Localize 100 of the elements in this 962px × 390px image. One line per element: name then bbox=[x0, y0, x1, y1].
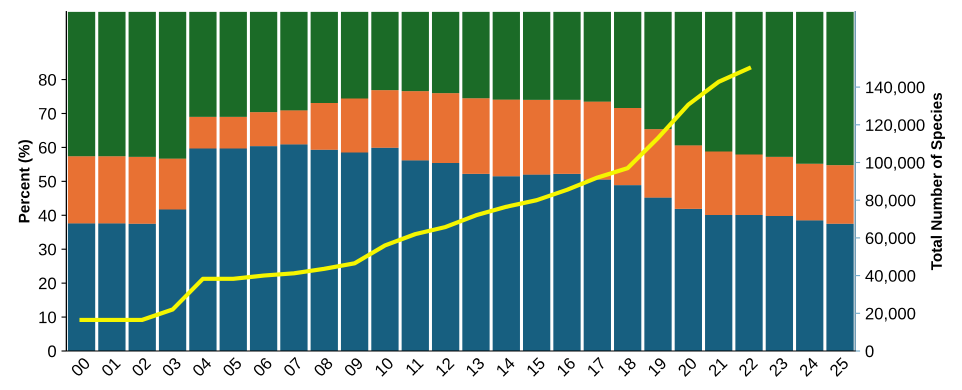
bar bbox=[280, 110, 308, 144]
bar bbox=[492, 12, 520, 100]
bar bbox=[584, 12, 611, 102]
bar bbox=[826, 224, 854, 351]
bar bbox=[584, 180, 611, 351]
bar bbox=[68, 156, 96, 224]
bar bbox=[250, 112, 278, 146]
y-tick-label: 0 bbox=[48, 345, 56, 358]
bar bbox=[522, 174, 550, 351]
bar bbox=[796, 164, 824, 220]
bar bbox=[584, 102, 611, 180]
y2-axis-title: Total Number of Species bbox=[930, 92, 945, 270]
y-tick-label: 40 bbox=[38, 210, 56, 222]
y-tick-label: 80 bbox=[38, 74, 56, 86]
bar bbox=[371, 90, 399, 148]
x-tick-label: 11 bbox=[405, 356, 424, 376]
bar bbox=[220, 12, 247, 117]
x-tick-label: 07 bbox=[282, 356, 304, 378]
bar bbox=[766, 12, 794, 157]
x-tick-label: 16 bbox=[556, 356, 576, 377]
x-tick-label: 14 bbox=[496, 356, 516, 377]
bar bbox=[220, 148, 247, 351]
bar bbox=[553, 174, 581, 351]
bar bbox=[735, 214, 763, 351]
bar bbox=[432, 93, 460, 164]
bar bbox=[674, 145, 702, 209]
bar bbox=[68, 223, 96, 351]
bar bbox=[735, 154, 763, 215]
bar bbox=[310, 102, 338, 150]
bar bbox=[189, 148, 217, 351]
bar bbox=[674, 208, 702, 351]
y-axis-title: Percent (%) bbox=[18, 140, 33, 222]
bar bbox=[340, 98, 368, 153]
y2-tick-label: 140,000 bbox=[866, 82, 925, 96]
y2-tick-label: 100,000 bbox=[866, 156, 925, 171]
x-tick-label: 24 bbox=[798, 356, 819, 377]
x-tick-label: 05 bbox=[222, 356, 242, 378]
y2-tick-label: 40,000 bbox=[865, 270, 916, 284]
y-tick-label: 20 bbox=[38, 278, 56, 290]
x-tick-label: 08 bbox=[312, 356, 334, 378]
bar bbox=[492, 100, 520, 176]
bar bbox=[432, 163, 460, 351]
bar bbox=[796, 12, 824, 164]
x-tick-label: 00 bbox=[70, 356, 91, 378]
x-tick-label: 22 bbox=[738, 356, 758, 377]
bar bbox=[522, 100, 550, 175]
y-tick-label: 30 bbox=[38, 244, 56, 256]
bar bbox=[462, 98, 490, 174]
bar bbox=[705, 214, 732, 351]
x-tick-label: 04 bbox=[192, 356, 212, 378]
bar bbox=[492, 176, 520, 351]
bar bbox=[189, 116, 217, 148]
bar bbox=[98, 12, 126, 156]
bar bbox=[766, 216, 794, 351]
bar bbox=[158, 210, 186, 351]
bar bbox=[310, 150, 338, 351]
bar bbox=[158, 12, 186, 159]
x-tick-label: 09 bbox=[343, 356, 364, 378]
bar bbox=[280, 144, 308, 351]
bar bbox=[462, 12, 490, 98]
bar bbox=[735, 12, 763, 155]
bar bbox=[189, 12, 217, 117]
x-tick-label: 21 bbox=[708, 356, 728, 377]
bar bbox=[766, 156, 794, 216]
bar bbox=[402, 91, 429, 160]
bar bbox=[310, 12, 338, 103]
bar bbox=[644, 12, 672, 130]
bar bbox=[553, 12, 581, 100]
bar bbox=[402, 160, 429, 351]
y-tick-label: 60 bbox=[38, 142, 56, 154]
y-tick-label: 70 bbox=[38, 108, 56, 120]
bar bbox=[371, 148, 399, 351]
x-tick-label: 02 bbox=[130, 356, 152, 378]
bar bbox=[250, 146, 278, 351]
bar bbox=[220, 116, 247, 148]
bar bbox=[371, 12, 399, 90]
y2-tick-label: 20,000 bbox=[866, 308, 916, 322]
x-tick-label: 25 bbox=[828, 356, 850, 378]
bar bbox=[614, 12, 642, 108]
bar bbox=[614, 108, 642, 186]
bar bbox=[462, 174, 490, 351]
y2-tick-label: 80,000 bbox=[866, 194, 916, 208]
bar bbox=[128, 224, 156, 351]
bar bbox=[128, 156, 156, 224]
bar bbox=[826, 12, 854, 166]
y-tick-label: 50 bbox=[38, 176, 56, 188]
bar bbox=[98, 156, 126, 224]
x-tick-label: 19 bbox=[647, 356, 668, 377]
bar bbox=[280, 12, 308, 110]
x-tick-label: 12 bbox=[434, 356, 455, 377]
bar bbox=[158, 158, 186, 210]
bar bbox=[644, 198, 672, 351]
bar bbox=[705, 151, 732, 215]
x-tick-label: 10 bbox=[374, 356, 394, 377]
y2-tick-label: 0 bbox=[866, 345, 874, 358]
x-tick-label: 01 bbox=[100, 356, 122, 378]
bar bbox=[432, 12, 460, 94]
bar bbox=[340, 152, 368, 351]
x-tick-label: 13 bbox=[465, 356, 486, 377]
x-tick-label: 23 bbox=[768, 356, 789, 378]
